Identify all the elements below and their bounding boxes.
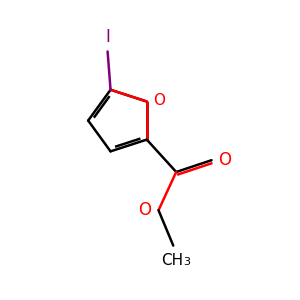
Text: CH: CH [161,253,183,268]
Text: O: O [218,151,231,169]
Text: O: O [153,92,165,107]
Text: I: I [105,28,110,46]
Text: 3: 3 [184,257,190,267]
Text: O: O [139,201,152,219]
